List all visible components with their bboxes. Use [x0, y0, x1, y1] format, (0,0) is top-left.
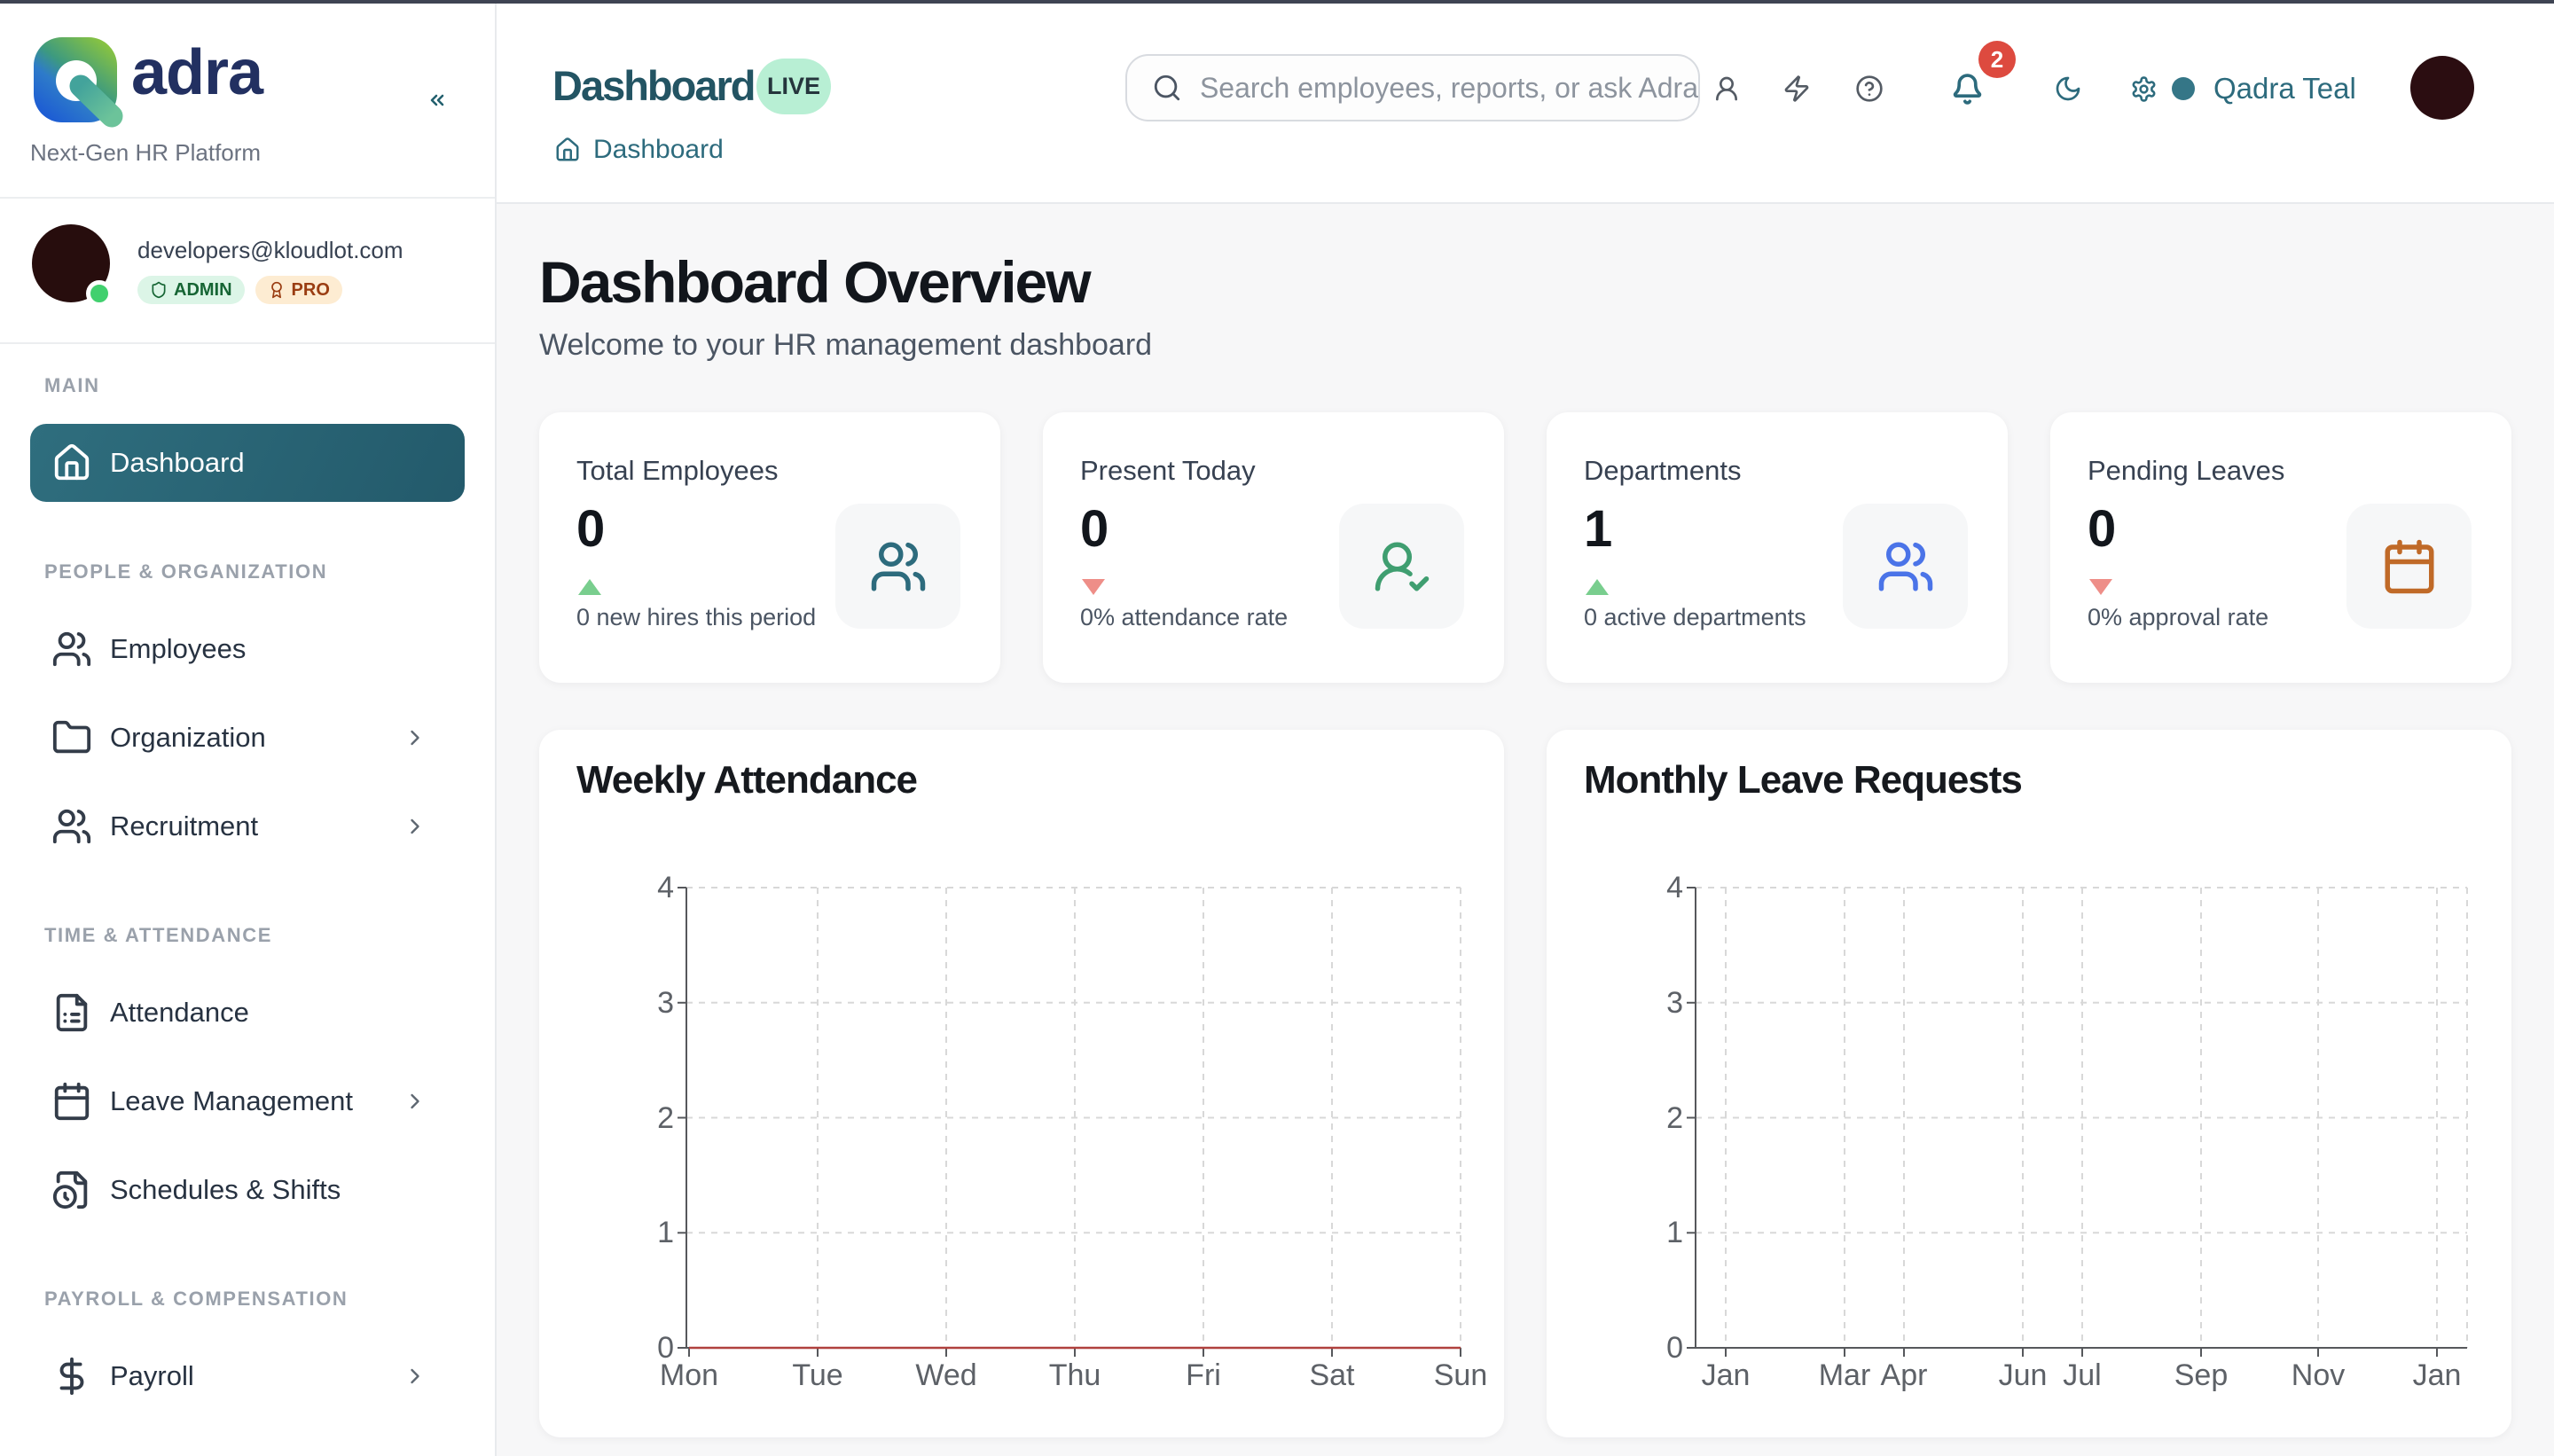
svg-text:Sun: Sun — [1434, 1358, 1488, 1392]
svg-text:2: 2 — [657, 1101, 674, 1135]
svg-text:4: 4 — [1666, 871, 1683, 904]
svg-text:3: 3 — [657, 986, 674, 1020]
svg-text:Apr: Apr — [1881, 1358, 1928, 1392]
svg-text:Jul: Jul — [2063, 1358, 2101, 1392]
svg-text:Jan: Jan — [1702, 1358, 1751, 1392]
svg-text:1: 1 — [657, 1216, 674, 1249]
svg-text:1: 1 — [1666, 1216, 1683, 1249]
svg-text:Fri: Fri — [1186, 1358, 1221, 1392]
svg-text:3: 3 — [1666, 986, 1683, 1020]
svg-text:0: 0 — [657, 1331, 674, 1365]
svg-text:0: 0 — [1666, 1331, 1683, 1365]
svg-text:Thu: Thu — [1049, 1358, 1101, 1392]
svg-text:Jun: Jun — [1999, 1358, 2048, 1392]
svg-text:Mon: Mon — [660, 1358, 718, 1392]
svg-text:Nov: Nov — [2292, 1358, 2345, 1392]
svg-text:Sep: Sep — [2174, 1358, 2229, 1392]
svg-text:Wed: Wed — [915, 1358, 976, 1392]
svg-text:Jan: Jan — [2413, 1358, 2462, 1392]
svg-text:Mar: Mar — [1819, 1358, 1871, 1392]
svg-text:4: 4 — [657, 871, 674, 904]
svg-text:Sat: Sat — [1309, 1358, 1355, 1392]
svg-text:2: 2 — [1666, 1101, 1683, 1135]
svg-text:Tue: Tue — [792, 1358, 842, 1392]
